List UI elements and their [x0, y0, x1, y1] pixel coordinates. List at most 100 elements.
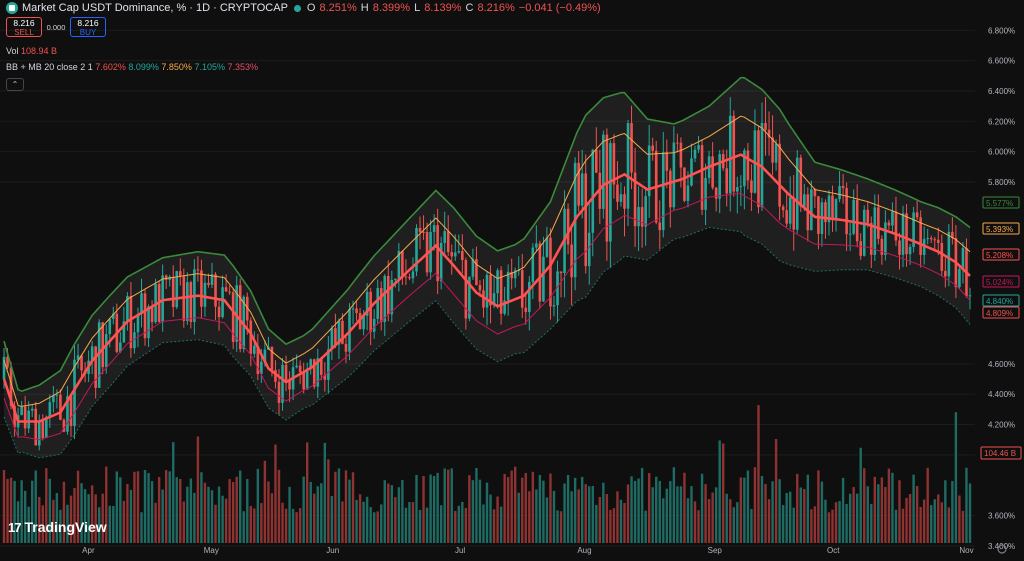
volume-bar — [697, 510, 700, 543]
candle — [880, 238, 884, 255]
candle — [140, 293, 143, 315]
volume-bar — [13, 480, 16, 543]
volume-bar — [528, 491, 531, 543]
volume-bar — [535, 489, 538, 543]
candle — [778, 143, 781, 207]
candle — [249, 320, 253, 354]
volume-bar — [503, 473, 506, 543]
volume-bar — [305, 442, 309, 543]
candle — [619, 194, 623, 202]
candle — [231, 292, 235, 342]
candle — [658, 222, 662, 231]
candle — [221, 287, 224, 318]
volume-bar — [898, 480, 901, 543]
volume-bar — [457, 505, 460, 543]
market-status-icon — [293, 4, 301, 12]
sell-button[interactable]: 8.216 SELL — [6, 17, 42, 37]
volume-bar — [510, 470, 513, 543]
settings-icon[interactable] — [997, 544, 1007, 554]
volume-bar — [6, 478, 9, 543]
indicator-value-4: 7.105% — [194, 62, 225, 72]
candle — [661, 152, 665, 231]
candle — [457, 251, 461, 253]
volume-bar — [781, 505, 785, 543]
candle — [210, 274, 214, 285]
volume-bar — [115, 471, 119, 543]
volume-bar — [281, 502, 284, 543]
volume-bar — [274, 444, 277, 543]
candle — [933, 239, 937, 241]
volume-bar — [362, 501, 365, 543]
candle — [2, 356, 6, 380]
candle — [524, 307, 528, 313]
volume-bar — [598, 497, 602, 543]
candle — [503, 300, 506, 314]
volume-bar — [425, 507, 429, 543]
close-label: C — [465, 2, 474, 14]
candle — [764, 122, 767, 130]
volume-bar — [210, 490, 214, 543]
volume-bar — [887, 468, 891, 543]
candle — [355, 308, 358, 313]
candle — [566, 208, 570, 245]
symbol-title[interactable]: Market Cap USDT Dominance, % · 1D · CRYP… — [22, 2, 288, 14]
volume-bar — [288, 486, 291, 543]
volume-bar — [351, 472, 355, 543]
candle — [898, 240, 901, 255]
candle — [693, 149, 697, 159]
volume-bar — [961, 510, 965, 543]
candle — [97, 322, 101, 388]
buy-button[interactable]: 8.216 BUY — [70, 17, 106, 37]
candle — [383, 275, 387, 322]
volume-bar — [958, 495, 961, 543]
candle — [365, 291, 369, 316]
volume-legend[interactable]: Vol 108.94 B — [6, 46, 57, 56]
volume-bar — [358, 494, 362, 543]
sell-price: 8.216 — [13, 18, 35, 28]
candle — [90, 346, 94, 361]
volume-bar — [700, 473, 704, 543]
volume-bar — [870, 503, 873, 543]
usdt-logo-icon — [6, 2, 18, 14]
candle — [475, 259, 478, 286]
indicator-value-1: 7.602% — [95, 62, 126, 72]
candle — [556, 271, 559, 306]
collapse-legend-button[interactable]: ⌃ — [6, 78, 24, 91]
candle — [968, 295, 972, 297]
price-label: 5.577% — [986, 199, 1013, 208]
candle — [164, 275, 168, 280]
candle — [446, 231, 450, 253]
x-axis-tick-label: Jul — [455, 546, 465, 555]
volume-bar — [750, 509, 753, 543]
candle — [908, 246, 912, 255]
bollinger-legend[interactable]: BB + MB 20 close 2 1 7.602% 8.099% 7.850… — [6, 62, 258, 72]
volume-bar — [595, 504, 598, 543]
candle — [848, 233, 852, 235]
volume-bar — [884, 487, 887, 543]
candle — [746, 150, 750, 181]
volume-bar — [344, 470, 348, 543]
volume-bar — [584, 484, 587, 543]
candle — [344, 343, 348, 352]
volume-bar — [827, 512, 831, 543]
volume-bar — [922, 499, 926, 543]
candle — [813, 189, 817, 197]
volume-bar — [774, 438, 778, 543]
candle — [711, 156, 714, 188]
volume-bar — [753, 467, 757, 543]
candle — [506, 271, 510, 301]
candle — [834, 199, 838, 220]
candle — [224, 287, 228, 292]
volume-bar — [309, 481, 312, 543]
y-axis-tick-label: 6.200% — [988, 117, 1015, 126]
volume-bar — [66, 504, 69, 543]
candle — [341, 320, 344, 344]
volume-bar — [919, 506, 922, 543]
price-label: 5.393% — [986, 225, 1013, 234]
candle — [824, 202, 827, 223]
volume-bar — [154, 502, 157, 543]
candle — [757, 130, 760, 208]
x-axis-tick-label: Nov — [959, 546, 973, 555]
close-value: 8.216% — [477, 2, 515, 14]
